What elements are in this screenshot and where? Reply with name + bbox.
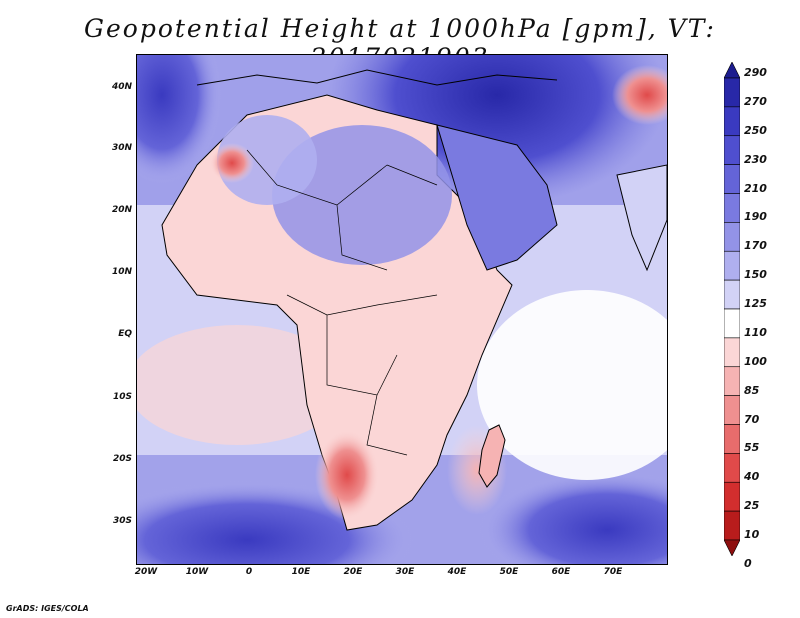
lon-label-70e: 70E (603, 567, 623, 577)
lat-label-eq: EQ (118, 329, 132, 339)
lat-label-40n: 40N (111, 82, 132, 92)
lon-label-10e: 10E (291, 567, 311, 577)
lat-label-10s: 10S (112, 392, 132, 402)
atlantic-high (137, 55, 222, 185)
madagascar (478, 424, 506, 488)
lat-label-30n: 30N (111, 143, 132, 153)
map-canvas (137, 55, 667, 564)
colorbar-segment (724, 481, 740, 512)
colorbar-label: 230 (744, 152, 767, 166)
lat-label-20n: 20N (111, 205, 132, 215)
colorbar-label: 55 (744, 441, 760, 455)
lat-label-10n: 10N (111, 267, 132, 277)
indian-ocean-neutral-zone (477, 290, 667, 480)
lat-label-30s: 30S (112, 516, 132, 526)
lon-label-20e: 20E (343, 567, 363, 577)
kalahari-low (315, 430, 379, 520)
mauritania-low (210, 143, 254, 183)
colorbar-segment (724, 106, 740, 137)
colorbar-segment (724, 308, 740, 339)
colorbar-label: 0 (744, 556, 752, 570)
colorbar (724, 62, 740, 556)
colorbar-top-arrow (724, 62, 740, 79)
indian-ocean-high (477, 470, 667, 564)
lat-label-20s: 20S (112, 454, 132, 464)
country-borders (246, 149, 438, 456)
lon-label-60e: 60E (551, 567, 571, 577)
lon-label-20w: 20W (134, 567, 158, 577)
colorbar-label: 210 (744, 181, 767, 195)
colorbar-segment (724, 366, 740, 396)
geopotential-map (136, 54, 668, 565)
colorbar-label: 170 (744, 239, 767, 253)
colorbar-segment (724, 222, 740, 252)
colorbar-label: 250 (744, 123, 767, 137)
colorbar-label: 270 (744, 94, 767, 108)
central-asia-low (612, 65, 667, 125)
gulf-of-guinea-low (137, 325, 347, 445)
colorbar-label: 190 (744, 210, 767, 224)
colorbar-segment (724, 279, 740, 310)
colorbar-segment (724, 77, 740, 108)
colorbar-label: 290 (744, 66, 767, 79)
arabian-peninsula (436, 124, 558, 271)
colorbar-segment (724, 164, 740, 194)
colorbar-segment (724, 453, 740, 483)
colorbar-segment (724, 510, 740, 541)
lon-label-10w: 10W (185, 567, 209, 577)
lon-label-40e: 40E (447, 567, 467, 577)
lon-label-30e: 30E (395, 567, 415, 577)
colorbar-label: 25 (744, 499, 760, 513)
lon-label-0: 0 (245, 567, 253, 577)
colorbar-label: 10 (744, 528, 760, 541)
atlas-high (217, 115, 317, 205)
colorbar-segment (724, 424, 740, 454)
colorbar-segment (724, 337, 740, 368)
colorbar-label: 40 (744, 470, 760, 484)
colorbar-segment (724, 395, 740, 425)
credit-text: GrADS: IGES/COLA (6, 604, 89, 613)
indian-subcontinent (616, 164, 667, 272)
colorbar-segment (724, 250, 740, 281)
europe-coastline (196, 69, 558, 86)
colorbar-label: 70 (744, 412, 760, 426)
colorbar-label: 125 (744, 297, 767, 310)
colorbar-segment (724, 193, 740, 223)
colorbar-label: 85 (744, 383, 760, 397)
colorbar-label: 110 (744, 325, 767, 339)
colorbar-bottom-arrow (724, 539, 740, 556)
lon-label-50e: 50E (499, 567, 519, 577)
colorbar-segment (724, 135, 740, 165)
colorbar-label: 150 (744, 268, 767, 282)
colorbar-label: 100 (744, 354, 767, 368)
